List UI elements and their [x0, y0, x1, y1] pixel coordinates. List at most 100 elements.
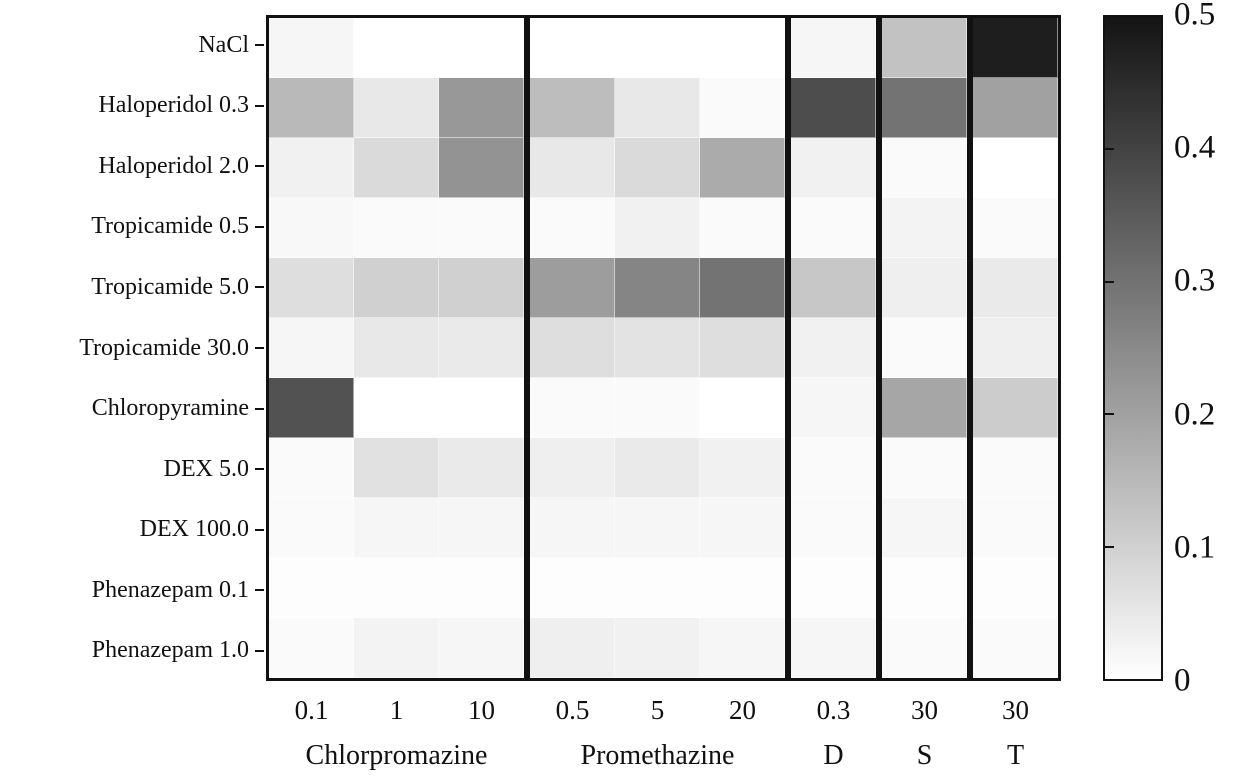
row-label-text: DEX 5.0	[163, 455, 249, 482]
heatmap-cell	[973, 258, 1058, 318]
heatmap-cell	[439, 78, 524, 138]
heatmap-cell	[882, 78, 967, 138]
row-label: Haloperidol 2.0	[0, 136, 264, 197]
heatmap-cell	[439, 438, 524, 498]
heatmap-cell	[530, 198, 615, 258]
y-tick	[255, 528, 264, 531]
row-label: Chloropyramine	[0, 378, 264, 439]
colorbar-tick	[1105, 545, 1114, 548]
heatmap-cell	[882, 558, 967, 618]
colorbar-tick	[1105, 148, 1114, 151]
heatmap-cell	[882, 198, 967, 258]
x-tick-label: 10	[468, 694, 495, 725]
heatmap-cell	[700, 558, 785, 618]
heatmap-cell	[269, 498, 354, 558]
heatmap-cell	[615, 78, 700, 138]
heatmap-cell	[882, 138, 967, 198]
heatmap-cell	[269, 438, 354, 498]
row-label: Haloperidol 0.3	[0, 76, 264, 137]
row-label-text: Tropicamide 5.0	[91, 273, 249, 300]
heatmap-cell	[269, 78, 354, 138]
heatmap-cell	[973, 318, 1058, 378]
heatmap-cell	[615, 18, 700, 78]
heatmap-cell	[269, 318, 354, 378]
x-tick-label: 0.1	[294, 694, 329, 725]
heatmap-cell	[530, 498, 615, 558]
y-tick	[255, 44, 264, 47]
heatmap-cell	[530, 258, 615, 318]
colorbar-tick-label: 0	[1174, 662, 1191, 699]
heatmap-cell	[882, 318, 967, 378]
colorbar-tick-label: 0.4	[1174, 129, 1216, 166]
colorbar-tick-label: 0.1	[1174, 529, 1216, 566]
group-label-container: S	[879, 736, 970, 776]
group-label-container: D	[788, 736, 879, 776]
row-label-text: NaCl	[198, 31, 249, 58]
colorbar-tick	[1105, 280, 1114, 283]
heatmap-cell	[882, 498, 967, 558]
heatmap-cell	[530, 138, 615, 198]
heatmap-cell	[354, 558, 439, 618]
heatmap-cell	[791, 378, 876, 438]
row-label-text: Chloropyramine	[91, 395, 249, 422]
heatmap-cell	[439, 618, 524, 678]
column-label-group: 0.1 1 10	[266, 690, 527, 730]
colorbar-tick-label: 0.2	[1174, 396, 1216, 433]
heatmap-cell	[354, 378, 439, 438]
column-label-group: 30	[970, 690, 1061, 730]
y-tick	[255, 407, 264, 410]
heatmap-cell	[269, 18, 354, 78]
row-label: DEX 100.0	[0, 499, 264, 560]
column-group-label: Chlorpromazine	[305, 740, 488, 771]
heatmap-cell	[700, 138, 785, 198]
x-tick-label: 1	[389, 694, 404, 725]
group-label-container: Promethazine	[527, 736, 788, 776]
heatmap-cell	[354, 318, 439, 378]
heatmap-cell	[615, 438, 700, 498]
column-label-group: 0.3	[788, 690, 879, 730]
row-label-text: Haloperidol 0.3	[98, 92, 249, 119]
heatmap-panel	[879, 15, 970, 681]
heatmap-cell	[791, 258, 876, 318]
heatmap-cell	[882, 438, 967, 498]
heatmap-cell	[700, 498, 785, 558]
heatmap-cell	[791, 18, 876, 78]
column-group-label: Promethazine	[580, 740, 735, 771]
heatmap-cell	[269, 138, 354, 198]
heatmap-cell	[700, 618, 785, 678]
row-label-text: Tropicamide 0.5	[91, 213, 249, 240]
heatmap-cell	[973, 78, 1058, 138]
heatmap-cell	[973, 498, 1058, 558]
heatmap-cell	[700, 78, 785, 138]
row-label-text: Phenazepam 0.1	[91, 576, 249, 603]
heatmap-cell	[973, 378, 1058, 438]
heatmap-cell	[530, 438, 615, 498]
y-tick	[255, 225, 264, 228]
column-tick-labels: 0.1 1 10 0.5 5 20 0.3 30 30	[266, 690, 1061, 730]
heatmap-cell	[973, 198, 1058, 258]
heatmap-cell	[791, 618, 876, 678]
heatmap-cell	[700, 378, 785, 438]
heatmap-panel	[788, 15, 879, 681]
heatmap-cell	[791, 558, 876, 618]
row-label-text: Tropicamide 30.0	[79, 334, 249, 361]
row-label: Phenazepam 0.1	[0, 560, 264, 621]
y-tick	[255, 104, 264, 107]
heatmap-cell	[700, 438, 785, 498]
heatmap-cell	[439, 198, 524, 258]
heatmap-cell	[269, 198, 354, 258]
heatmap-cell	[973, 438, 1058, 498]
heatmap-cell	[615, 318, 700, 378]
heatmap-cell	[700, 258, 785, 318]
heatmap-cell	[615, 198, 700, 258]
heatmap-cell	[791, 138, 876, 198]
heatmap-cell	[439, 378, 524, 438]
row-label: Phenazepam 1.0	[0, 620, 264, 681]
heatmap-cell	[439, 318, 524, 378]
heatmap-cell	[973, 558, 1058, 618]
x-tick-label: 0.3	[816, 694, 851, 725]
heatmap-cell	[439, 18, 524, 78]
heatmap-cell	[973, 618, 1058, 678]
heatmap-cell	[700, 198, 785, 258]
row-label-text: Haloperidol 2.0	[98, 152, 249, 179]
